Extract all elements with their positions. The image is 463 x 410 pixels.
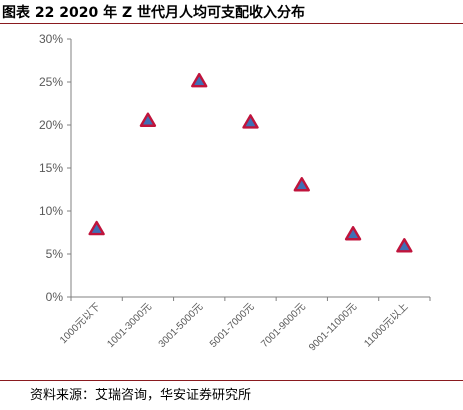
x-tick-label: 3001-5000元 [157, 301, 206, 350]
source-note: 资料来源：艾瑞咨询，华安证券研究所 [30, 388, 252, 403]
x-tick-label: 11000元以上 [362, 301, 411, 350]
y-tick-label: 20% [39, 118, 63, 132]
y-tick-label: 25% [39, 75, 63, 89]
figure-title: 图表 22 2020 年 Z 世代月人均可支配收入分布 [2, 5, 305, 21]
source-rule [0, 380, 463, 381]
data-point [242, 114, 259, 129]
y-tick-label: 30% [39, 32, 63, 46]
figure-header: 图表 22 2020 年 Z 世代月人均可支配收入分布 [0, 0, 463, 24]
title-rule [0, 23, 463, 24]
y-tick-label: 15% [39, 161, 63, 175]
data-point [293, 176, 310, 192]
data-point [344, 226, 362, 241]
x-tick-label: 7001-9000元 [259, 301, 308, 350]
x-tick-label: 1000元以下 [58, 301, 103, 346]
x-tick-label: 1001-3000元 [105, 301, 154, 350]
y-tick-label: 10% [39, 204, 63, 218]
y-tick-label: 5% [46, 247, 64, 261]
chart-area: 0% 5% 10% 15% 20% 25% 30% 1000元以下 1001-3000元 3001… [0, 24, 463, 380]
scatter-chart: 0% 5% 10% 15% 20% 25% 30% 1000元以下 1001-3000元 3001… [39, 32, 431, 353]
data-point [396, 238, 413, 253]
data-point [191, 72, 208, 88]
data-point [139, 112, 157, 127]
y-tick-label: 0% [46, 290, 64, 304]
data-point [88, 220, 105, 236]
x-tick-label: 9001-11000元 [307, 301, 359, 353]
x-tick-label: 5001-7000元 [208, 301, 257, 350]
